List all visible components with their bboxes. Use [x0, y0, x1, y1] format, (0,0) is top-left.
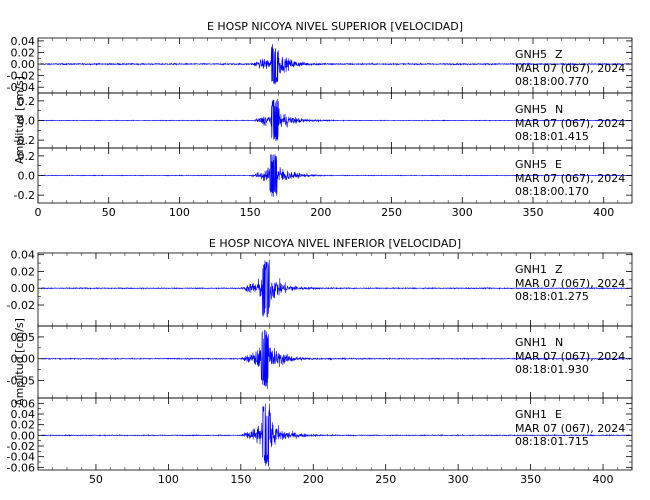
- x-tick-label: 300: [448, 473, 469, 486]
- x-tick-label: 250: [375, 473, 396, 486]
- x-tick-label: 350: [520, 473, 541, 486]
- waveform-series: [40, 154, 631, 197]
- y-axis-label: Amplitud [cm/s]: [13, 76, 26, 164]
- time-label: 08:18:00.170: [515, 185, 589, 198]
- y-tick-label: 0.00: [11, 429, 36, 442]
- x-tick-label: 150: [240, 206, 261, 219]
- station-label: GNH1: [515, 263, 547, 276]
- y-tick-label: -0.02: [7, 299, 35, 312]
- y-tick-label: -0.2: [14, 189, 35, 202]
- x-tick-label: 50: [102, 206, 116, 219]
- y-tick-label: -0.04: [7, 81, 35, 94]
- station-label: GNH5: [515, 48, 547, 61]
- x-tick-label: 200: [310, 206, 331, 219]
- x-tick-label: 50: [89, 473, 103, 486]
- y-tick-label: 0.05: [11, 331, 36, 344]
- x-tick-label: 300: [452, 206, 473, 219]
- waveform-series: [40, 98, 631, 141]
- x-tick-label: 150: [230, 473, 251, 486]
- x-tick-label: 400: [593, 473, 614, 486]
- waveform-series: [40, 403, 631, 467]
- x-tick-label: 0: [35, 206, 42, 219]
- trace-panel-gnh1-e: -0.06-0.04-0.020.000.020.040.06 GNH1 EMAR …: [7, 397, 633, 474]
- component-label: E: [555, 158, 562, 171]
- date-label: MAR 07 (067), 2024: [515, 62, 625, 75]
- x-tick-label: 250: [381, 206, 402, 219]
- date-label: MAR 07 (067), 2024: [515, 172, 625, 185]
- y-tick-label: 0.02: [11, 265, 36, 278]
- y-tick-label: 0.06: [11, 397, 36, 410]
- y-tick-label: 0.02: [11, 46, 36, 59]
- y-tick-label: 0.0: [18, 115, 36, 128]
- y-tick-label: 0.04: [11, 35, 36, 48]
- y-tick-label: -0.02: [7, 440, 35, 453]
- date-label: MAR 07 (067), 2024: [515, 422, 625, 435]
- y-tick-label: 0.04: [11, 249, 36, 262]
- x-tick-label: 100: [169, 206, 190, 219]
- y-tick-label: -0.05: [7, 375, 35, 388]
- y-tick-label: 0.2: [18, 95, 36, 108]
- panel-frame: [37, 397, 633, 471]
- y-tick-label: 0.00: [11, 353, 36, 366]
- date-label: MAR 07 (067), 2024: [515, 350, 625, 363]
- time-label: 08:18:01.715: [515, 435, 589, 448]
- station-label: GNH5: [515, 103, 547, 116]
- y-tick-label: 0.2: [18, 150, 36, 163]
- waveform-series: [40, 44, 631, 85]
- y-tick-label: -0.06: [7, 461, 35, 474]
- y-tick-label: 0.00: [11, 58, 36, 71]
- chart-title: E HOSP NICOYA NIVEL INFERIOR [VELOCIDAD]: [209, 237, 461, 250]
- x-tick-label: 350: [523, 206, 544, 219]
- component-label: Z: [555, 263, 563, 276]
- y-tick-label: -0.04: [7, 451, 35, 464]
- time-label: 08:18:00.770: [515, 75, 589, 88]
- y-tick-label: -0.2: [14, 134, 35, 147]
- time-label: 08:18:01.415: [515, 130, 589, 143]
- station-label: GNH1: [515, 408, 547, 421]
- waveform-series: [40, 259, 631, 318]
- y-axis-label: Amplitud [cm/s]: [13, 318, 26, 406]
- y-tick-label: 0.0: [18, 170, 36, 183]
- component-label: Z: [555, 48, 563, 61]
- time-label: 08:18:01.930: [515, 363, 589, 376]
- x-tick-label: 100: [158, 473, 179, 486]
- y-tick-label: -0.02: [7, 70, 35, 83]
- waveform-series: [40, 329, 631, 390]
- station-label: GNH5: [515, 158, 547, 171]
- date-label: MAR 07 (067), 2024: [515, 117, 625, 130]
- x-tick-label: 200: [303, 473, 324, 486]
- y-tick-label: 0.02: [11, 419, 36, 432]
- y-tick-label: 0.00: [11, 282, 36, 295]
- component-label: E: [555, 408, 562, 421]
- chart-title: E HOSP NICOYA NIVEL SUPERIOR [VELOCIDAD]: [207, 20, 463, 33]
- station-label: GNH1: [515, 336, 547, 349]
- date-label: MAR 07 (067), 2024: [515, 277, 625, 290]
- y-tick-label: 0.04: [11, 408, 36, 421]
- time-label: 08:18:01.275: [515, 290, 589, 303]
- component-label: N: [555, 103, 563, 116]
- x-tick-label: 400: [593, 206, 614, 219]
- component-label: N: [555, 336, 563, 349]
